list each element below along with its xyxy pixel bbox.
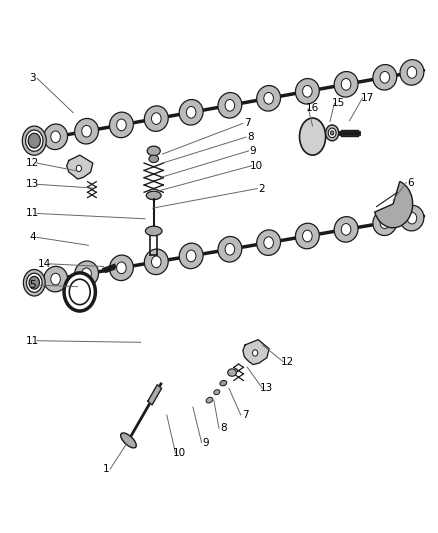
Text: 12: 12 [26, 158, 39, 168]
Ellipse shape [29, 277, 39, 289]
Ellipse shape [225, 100, 235, 111]
Ellipse shape [64, 273, 95, 311]
Ellipse shape [295, 223, 319, 249]
Ellipse shape [341, 223, 351, 235]
Ellipse shape [110, 255, 133, 280]
Text: 10: 10 [173, 448, 187, 458]
Text: 5: 5 [29, 280, 36, 290]
Ellipse shape [28, 133, 40, 148]
Ellipse shape [186, 250, 196, 262]
Text: 13: 13 [26, 179, 39, 189]
Ellipse shape [152, 256, 161, 268]
Polygon shape [148, 385, 162, 405]
Ellipse shape [328, 128, 336, 138]
Ellipse shape [26, 273, 42, 292]
Text: 1: 1 [102, 464, 109, 474]
Ellipse shape [146, 191, 161, 200]
Ellipse shape [145, 106, 168, 131]
Ellipse shape [264, 237, 273, 248]
Ellipse shape [400, 60, 424, 85]
Ellipse shape [76, 165, 81, 172]
Text: 7: 7 [242, 410, 248, 420]
Text: 2: 2 [258, 183, 265, 193]
Ellipse shape [147, 146, 160, 156]
Ellipse shape [341, 78, 351, 90]
Ellipse shape [179, 100, 203, 125]
Ellipse shape [264, 93, 273, 104]
Ellipse shape [380, 71, 390, 83]
Ellipse shape [220, 381, 227, 386]
Ellipse shape [206, 397, 213, 403]
Ellipse shape [257, 230, 281, 255]
Text: 14: 14 [38, 259, 52, 269]
Ellipse shape [257, 85, 281, 111]
Ellipse shape [295, 78, 319, 104]
Wedge shape [374, 182, 413, 228]
Text: 16: 16 [306, 103, 319, 114]
Text: 7: 7 [244, 118, 251, 128]
Ellipse shape [74, 118, 99, 144]
Ellipse shape [145, 226, 162, 236]
Text: 4: 4 [29, 232, 36, 243]
Ellipse shape [380, 217, 390, 229]
Ellipse shape [149, 155, 159, 163]
Ellipse shape [69, 279, 90, 305]
Ellipse shape [300, 118, 325, 155]
Ellipse shape [74, 261, 99, 287]
Text: 11: 11 [26, 208, 39, 219]
Ellipse shape [325, 125, 339, 141]
Ellipse shape [82, 125, 92, 137]
Ellipse shape [330, 131, 334, 135]
Ellipse shape [117, 262, 126, 273]
Ellipse shape [225, 244, 235, 255]
Ellipse shape [179, 243, 203, 269]
Text: 13: 13 [260, 383, 273, 393]
Ellipse shape [218, 237, 242, 262]
Ellipse shape [23, 270, 45, 296]
Text: 9: 9 [203, 438, 209, 448]
Ellipse shape [44, 124, 67, 150]
Ellipse shape [373, 64, 397, 90]
Ellipse shape [334, 71, 358, 97]
Ellipse shape [303, 230, 312, 242]
Ellipse shape [253, 350, 258, 356]
Text: 9: 9 [250, 146, 256, 156]
Text: 12: 12 [281, 357, 294, 367]
Ellipse shape [22, 126, 46, 155]
Ellipse shape [51, 273, 60, 285]
Text: 17: 17 [360, 93, 374, 103]
Text: 10: 10 [249, 161, 262, 171]
Ellipse shape [110, 112, 133, 138]
Ellipse shape [407, 212, 417, 224]
Text: 11: 11 [26, 336, 39, 346]
Ellipse shape [303, 85, 312, 97]
Text: 8: 8 [220, 423, 226, 433]
Ellipse shape [44, 266, 67, 292]
Text: 15: 15 [332, 98, 345, 108]
Ellipse shape [120, 433, 136, 448]
Polygon shape [67, 155, 93, 179]
Ellipse shape [400, 205, 424, 231]
Ellipse shape [218, 93, 242, 118]
Ellipse shape [145, 249, 168, 274]
Ellipse shape [334, 216, 358, 242]
Ellipse shape [214, 390, 220, 394]
Ellipse shape [186, 107, 196, 118]
Text: 8: 8 [247, 132, 254, 142]
Ellipse shape [82, 268, 92, 280]
Text: 3: 3 [29, 73, 36, 83]
Ellipse shape [373, 210, 397, 236]
Ellipse shape [117, 119, 126, 131]
Ellipse shape [152, 113, 161, 124]
Polygon shape [243, 340, 269, 365]
Ellipse shape [407, 67, 417, 78]
Text: 6: 6 [407, 177, 414, 188]
Ellipse shape [228, 369, 237, 376]
Ellipse shape [51, 131, 60, 143]
Ellipse shape [25, 130, 43, 151]
